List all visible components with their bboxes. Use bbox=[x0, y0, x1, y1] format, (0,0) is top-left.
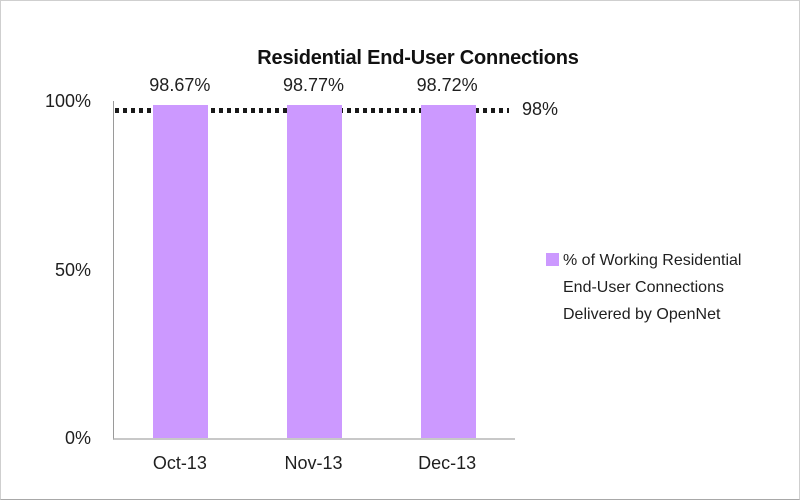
chart-title: Residential End-User Connections bbox=[257, 47, 579, 69]
bar-oct-13 bbox=[153, 105, 209, 438]
y-axis-tick-label: 50% bbox=[54, 259, 91, 280]
x-axis-tick-label: Dec-13 bbox=[418, 453, 477, 473]
bar-dec-13 bbox=[420, 105, 476, 438]
bar-nov-13 bbox=[287, 105, 342, 438]
legend-text: % of Working Residential End-User Connec… bbox=[563, 247, 741, 328]
legend-line-3: Delivered by OpenNet bbox=[563, 306, 721, 323]
legend-line-2: End-User Connections bbox=[563, 279, 724, 296]
legend-line-1: % of Working Residential bbox=[563, 252, 742, 269]
bar-value-label: 98.67% bbox=[149, 75, 211, 96]
x-axis-tick-label: Nov-13 bbox=[284, 453, 343, 473]
bar-value-label: 98.72% bbox=[416, 75, 478, 96]
legend-swatch-icon bbox=[546, 253, 559, 266]
plot-area bbox=[113, 101, 515, 440]
bar-value-label: 98.77% bbox=[282, 75, 345, 96]
legend: % of Working Residential End-User Connec… bbox=[546, 247, 791, 328]
reference-line-label: 98% bbox=[522, 98, 559, 119]
y-axis-tick-label: 100% bbox=[44, 91, 91, 111]
x-axis-tick-label: Oct-13 bbox=[152, 453, 207, 473]
y-axis-tick-label: 0% bbox=[64, 428, 91, 448]
